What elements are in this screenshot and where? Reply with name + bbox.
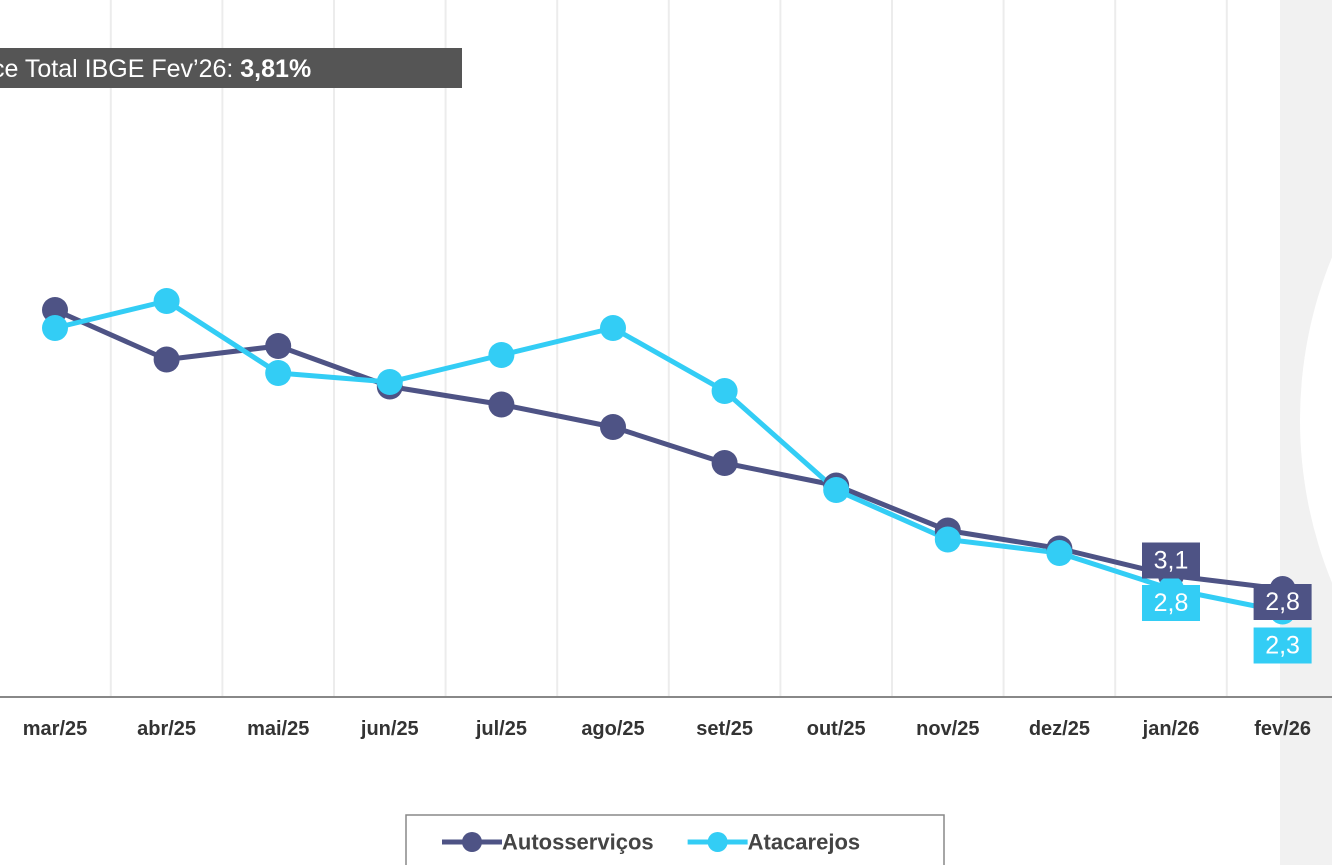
legend-label: Autosserviços xyxy=(502,830,654,855)
annotation-text: ce Total IBGE Fev’26: xyxy=(0,55,233,83)
data-point xyxy=(600,315,626,341)
legend-items: Autosserviços Atacarejos xyxy=(442,830,860,855)
x-tick-label: jun/25 xyxy=(360,718,419,740)
x-tick-label: abr/25 xyxy=(137,718,196,740)
data-label: 2,3 xyxy=(1265,632,1300,660)
series-line xyxy=(54,298,1284,614)
data-label: 2,8 xyxy=(1154,589,1189,617)
legend-marker xyxy=(462,832,482,852)
background-decoration xyxy=(1300,257,1332,583)
data-point xyxy=(153,346,180,373)
x-tick-label: nov/25 xyxy=(916,718,979,740)
x-tick-label: mar/25 xyxy=(23,718,88,740)
data-label-box xyxy=(1142,585,1200,621)
data-label-box xyxy=(1142,542,1200,579)
x-tick-label: jan/26 xyxy=(1142,718,1200,740)
data-point xyxy=(265,360,292,386)
annotation-value: 3,81% xyxy=(240,55,311,83)
data-point xyxy=(1046,540,1073,566)
data-point xyxy=(823,477,850,503)
data-label: 2,8 xyxy=(1265,588,1300,616)
data-point xyxy=(42,315,68,341)
data-point xyxy=(711,378,738,404)
x-tick-label: out/25 xyxy=(807,718,866,740)
legend-label: Atacarejos xyxy=(748,830,861,855)
x-tick-label: mai/25 xyxy=(247,718,309,740)
data-label-box xyxy=(1253,627,1312,664)
data-point xyxy=(42,297,68,323)
x-tick-label: jul/25 xyxy=(475,718,527,740)
plot: mar/25 abr/25 mai/25 jun/25 jul/25 ago/25 set/… xyxy=(23,288,1312,740)
legend-marker xyxy=(707,832,728,852)
data-point xyxy=(488,342,515,368)
x-tick-label: fev/26 xyxy=(1254,718,1311,740)
data-point xyxy=(376,369,403,395)
data-point xyxy=(711,450,738,476)
data-point xyxy=(265,333,292,359)
data-point xyxy=(600,414,626,440)
x-tick-label: set/25 xyxy=(696,718,753,740)
data-point xyxy=(934,526,961,553)
annotation: ce Total IBGE Fev’26: 3,81% xyxy=(0,55,311,83)
data-label: 3,1 xyxy=(1154,547,1189,575)
data-point xyxy=(153,288,180,314)
data-label-box xyxy=(1253,584,1312,620)
annotation-box xyxy=(0,48,462,88)
data-point xyxy=(488,391,515,418)
x-tick-label: dez/25 xyxy=(1029,718,1090,740)
x-tick-label: ago/25 xyxy=(581,718,644,740)
grid xyxy=(109,0,1228,697)
series-line xyxy=(53,307,1283,592)
